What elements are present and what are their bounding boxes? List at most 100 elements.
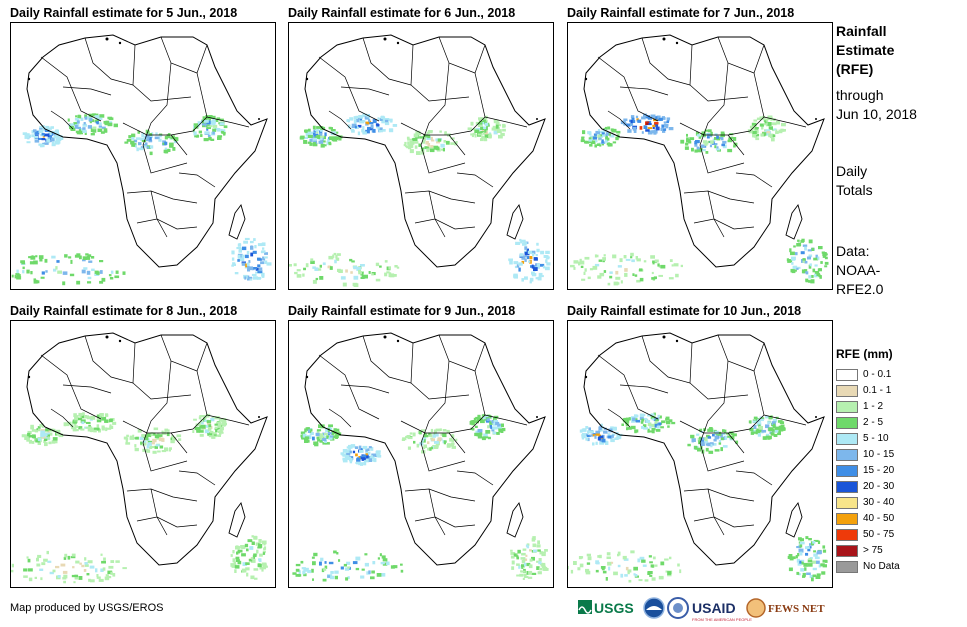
- rainfall-map: [567, 320, 833, 588]
- island-dot: [118, 339, 122, 343]
- legend-swatch: [836, 513, 858, 525]
- fews-net-logo-text: FEWS NET: [768, 603, 825, 615]
- legend-label: 0.1 - 1: [863, 385, 892, 396]
- country-border: [136, 218, 198, 230]
- map-credit: Map produced by USGS/EROS: [10, 602, 164, 614]
- rainfall-patch: [292, 550, 404, 582]
- legend-swatch: [836, 449, 858, 461]
- madagascar-outline: [506, 204, 524, 240]
- africa-map: [11, 34, 272, 286]
- legend-swatch: [836, 465, 858, 477]
- rainfall-patch: [11, 550, 127, 584]
- legend-label: 40 - 50: [863, 513, 895, 524]
- legend-label: 10 - 15: [863, 449, 895, 460]
- country-border: [420, 144, 466, 174]
- rainfall-patch: [299, 125, 343, 148]
- legend-swatch: [836, 561, 858, 573]
- island-dot: [815, 118, 817, 120]
- title-line: (RFE): [836, 61, 874, 77]
- country-border: [50, 408, 74, 428]
- country-border: [122, 122, 188, 156]
- madagascar-outline: [228, 204, 246, 240]
- legend-label: 0 - 0.1: [863, 369, 892, 380]
- country-border: [62, 384, 112, 394]
- country-border: [126, 190, 198, 204]
- period-line: Jun 10, 2018: [836, 106, 917, 122]
- country-border: [150, 190, 168, 238]
- rainfall-patch: [510, 536, 549, 580]
- legend-swatch: [836, 481, 858, 493]
- country-border: [683, 488, 755, 502]
- country-border: [699, 62, 729, 146]
- legend-label: 2 - 5: [863, 417, 884, 428]
- map-panel-jun10: Daily Rainfall estimate for 10 Jun., 201…: [567, 302, 835, 590]
- country-border: [717, 36, 765, 74]
- country-border: [699, 144, 745, 174]
- source-line: NOAA-: [836, 262, 881, 278]
- island-dot: [258, 416, 260, 418]
- legend-label: 5 - 10: [863, 433, 889, 444]
- rainfall-layer: [289, 113, 551, 287]
- legend-swatch: [836, 385, 858, 397]
- panel-title: Daily Rainfall estimate for 6 Jun., 2018: [288, 6, 516, 20]
- noaa-logo: [643, 597, 665, 619]
- country-border: [707, 190, 725, 238]
- country-border: [414, 218, 476, 230]
- country-border: [84, 37, 134, 86]
- country-borders: [597, 334, 807, 536]
- country-border: [699, 442, 745, 472]
- country-border: [318, 354, 380, 420]
- country-border: [619, 384, 669, 394]
- rainfall-patch: [570, 252, 683, 286]
- madagascar-outline: [228, 502, 246, 538]
- island-dot: [305, 77, 309, 81]
- map-panel-jun7: Daily Rainfall estimate for 7 Jun., 2018: [567, 4, 835, 292]
- country-border: [679, 122, 745, 156]
- country-border: [206, 414, 250, 426]
- fews-net-logo: FEWS NET: [746, 598, 825, 618]
- country-border: [597, 354, 659, 420]
- country-border: [142, 442, 188, 472]
- country-border: [318, 56, 380, 122]
- island-dot: [383, 335, 387, 339]
- country-border: [170, 370, 208, 434]
- country-border: [170, 72, 208, 136]
- country-border: [40, 354, 102, 420]
- country-border: [160, 334, 208, 372]
- country-border: [763, 116, 807, 128]
- rainfall-patch: [786, 238, 829, 284]
- country-border: [438, 334, 486, 372]
- country-border: [699, 360, 729, 444]
- rainfall-layer: [11, 113, 272, 286]
- country-border: [484, 414, 528, 426]
- svg-text:FROM THE AMERICAN PEOPLE: FROM THE AMERICAN PEOPLE: [692, 617, 752, 622]
- island-dot: [675, 41, 679, 45]
- legend-swatch: [836, 401, 858, 413]
- rainfall-patch: [300, 424, 342, 447]
- island-dot: [27, 375, 31, 379]
- country-border: [206, 116, 250, 128]
- legend-swatch: [836, 545, 858, 557]
- rainfall-patch: [508, 238, 551, 284]
- legend-swatch: [836, 497, 858, 509]
- usgs-logo: USGS: [578, 600, 634, 616]
- agency-logos: USGS USAID FROM THE AMERICAN PEOPLE FEWS…: [578, 596, 828, 622]
- rainfall-patch: [192, 115, 228, 142]
- island-dot: [675, 339, 679, 343]
- country-border: [448, 72, 486, 136]
- country-border: [132, 44, 192, 102]
- country-border: [340, 86, 390, 96]
- country-border: [362, 37, 412, 86]
- country-border: [400, 122, 466, 156]
- country-border: [641, 335, 691, 384]
- island-dot: [396, 41, 400, 45]
- country-border: [428, 488, 446, 536]
- country-border: [727, 370, 765, 434]
- country-border: [641, 37, 691, 86]
- totals-line: Daily: [836, 163, 868, 179]
- title-line: Estimate: [836, 42, 895, 58]
- country-border: [448, 370, 486, 434]
- africa-coastline: [304, 332, 546, 566]
- legend-swatch: [836, 369, 858, 381]
- country-border: [178, 172, 216, 188]
